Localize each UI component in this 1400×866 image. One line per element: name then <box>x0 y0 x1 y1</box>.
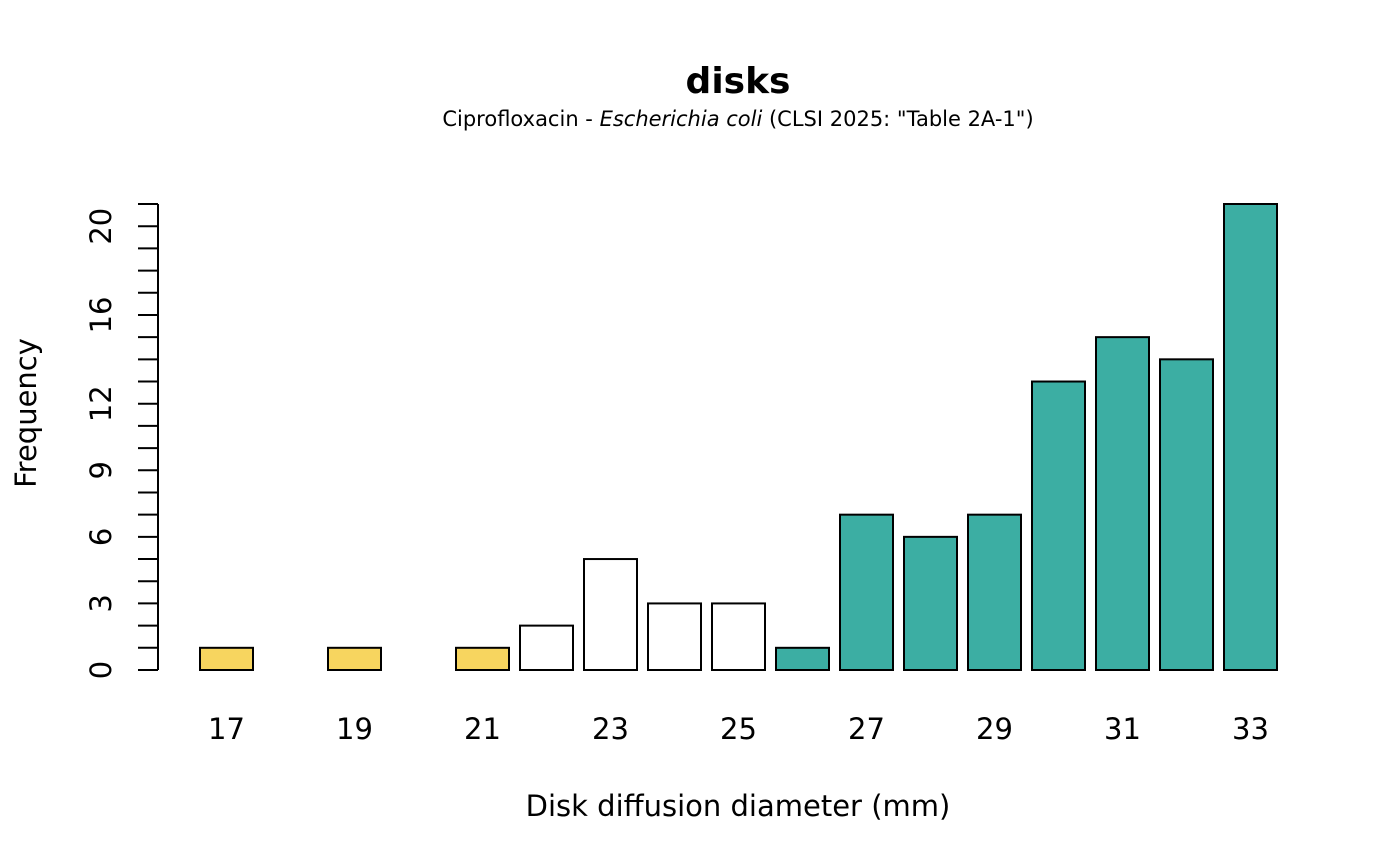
x-tick-label: 23 <box>592 712 629 746</box>
y-tick-label: 3 <box>84 594 118 612</box>
bar-21 <box>455 646 510 671</box>
bars <box>199 203 1278 672</box>
subtitle-guideline: (CLSI 2025: "Table 2A-1") <box>762 107 1033 131</box>
bar-28 <box>903 535 958 671</box>
x-axis-title: Disk diffusion diameter (mm) <box>526 789 951 823</box>
y-tick-label: 20 <box>84 208 118 245</box>
bar-30 <box>1031 380 1086 671</box>
x-tick-label: 33 <box>1232 712 1269 746</box>
y-tick-label: 6 <box>84 528 118 546</box>
bar-22 <box>519 624 574 671</box>
bar-31 <box>1095 336 1150 671</box>
subtitle-organism: Escherichia coli <box>600 107 763 131</box>
chart-subtitle: Ciprofloxacin - Escherichia coli (CLSI 2… <box>442 107 1033 131</box>
x-axis: 17 19 21 23 25 27 29 31 33 <box>208 712 1269 746</box>
y-tick-label: 12 <box>84 385 118 422</box>
y-tick-label: 16 <box>84 296 118 333</box>
bar-25 <box>711 602 766 672</box>
subtitle-antibiotic: Ciprofloxacin - <box>442 107 599 131</box>
y-tick-label: 0 <box>84 661 118 679</box>
x-tick-label: 19 <box>336 712 373 746</box>
y-tick-label: 9 <box>84 461 118 479</box>
x-tick-label: 17 <box>208 712 245 746</box>
bar-19 <box>327 646 382 671</box>
y-axis: 0 3 6 9 12 16 20 <box>84 203 159 679</box>
x-tick-label: 27 <box>848 712 885 746</box>
bar-27 <box>839 513 894 672</box>
x-tick-label: 31 <box>1104 712 1141 746</box>
chart-title: disks <box>686 61 791 102</box>
bar-29 <box>967 513 1022 672</box>
bar-33 <box>1223 203 1278 671</box>
y-axis-title: Frequency <box>9 338 43 488</box>
x-tick-label: 25 <box>720 712 757 746</box>
bar-32 <box>1159 358 1214 671</box>
bar-23 <box>583 558 638 671</box>
x-tick-label: 29 <box>976 712 1013 746</box>
bar-26 <box>775 646 830 671</box>
bar-17 <box>199 646 254 671</box>
bar-24 <box>647 602 702 672</box>
x-tick-label: 21 <box>464 712 501 746</box>
